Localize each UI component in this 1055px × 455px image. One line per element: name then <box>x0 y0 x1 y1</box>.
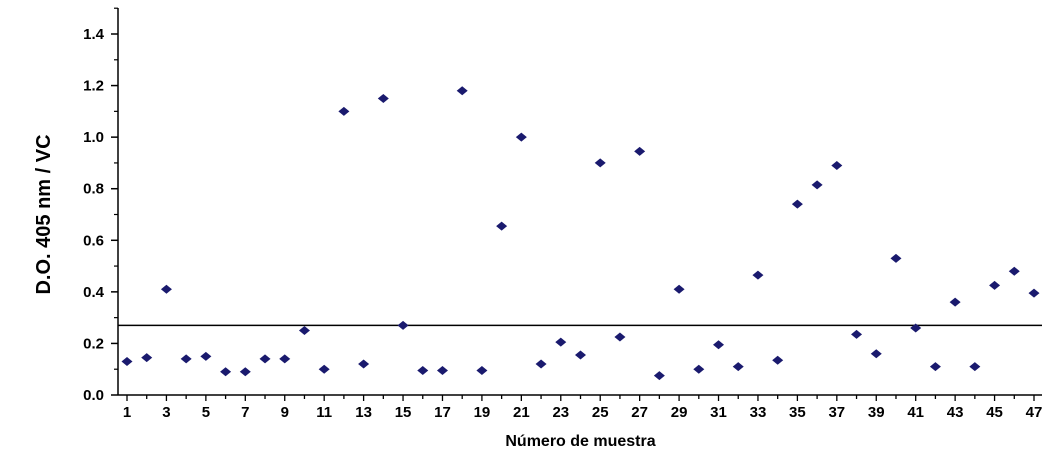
data-point <box>555 337 567 347</box>
x-tick-label: 3 <box>162 404 170 421</box>
x-tick-label: 35 <box>789 404 806 421</box>
x-axis-ticks: 1 3 5 7 9 11 13 15 17 19 21 23 25 27 29 31 33 35 37 39 41 43 4… <box>123 395 1043 421</box>
x-tick-label: 7 <box>241 404 249 421</box>
data-point <box>791 199 803 209</box>
data-point <box>279 354 291 364</box>
data-point <box>259 354 271 364</box>
x-tick-label: 43 <box>947 404 964 421</box>
data-point <box>515 132 527 142</box>
data-point <box>239 367 251 377</box>
x-tick-label: 39 <box>868 404 885 421</box>
x-tick-label: 47 <box>1026 404 1043 421</box>
y-axis-label: D.O. 405 nm / VC <box>33 134 55 294</box>
y-tick-label: 0.8 <box>83 181 104 198</box>
data-point <box>851 329 863 339</box>
x-tick-label: 33 <box>750 404 767 421</box>
y-tick-label: 1.0 <box>83 129 104 146</box>
data-point <box>969 362 981 372</box>
x-tick-label: 11 <box>316 404 332 421</box>
data-point <box>358 359 370 369</box>
x-axis-label: Número de muestra <box>505 433 655 450</box>
data-point <box>614 332 626 342</box>
x-tick-label: 37 <box>828 404 845 421</box>
data-point <box>377 93 389 103</box>
data-point <box>338 106 350 116</box>
data-point <box>811 180 823 190</box>
x-tick-label: 31 <box>710 404 727 421</box>
data-point <box>436 366 448 376</box>
data-point <box>673 284 685 294</box>
data-point <box>870 349 882 359</box>
x-tick-label: 19 <box>474 404 491 421</box>
data-point <box>397 320 409 330</box>
x-tick-label: 13 <box>355 404 372 421</box>
y-axis-ticks: 0.0 0.2 0.4 0.6 0.8 1.0 1.2 1.4 <box>83 7 118 404</box>
data-point <box>496 221 508 231</box>
data-point <box>890 253 902 263</box>
data-point <box>318 364 330 374</box>
x-tick-label: 15 <box>395 404 412 421</box>
y-tick-label: 0.4 <box>83 284 105 301</box>
y-tick-label: 0.2 <box>83 335 104 352</box>
x-tick-label: 9 <box>281 404 289 421</box>
x-tick-label: 45 <box>986 404 1003 421</box>
data-point <box>1028 288 1040 298</box>
y-tick-label: 1.2 <box>83 78 104 95</box>
data-point <box>910 323 922 333</box>
x-tick-label: 27 <box>631 404 648 421</box>
data-point <box>752 270 764 280</box>
data-point <box>417 366 429 376</box>
data-point <box>594 158 606 168</box>
x-tick-label: 1 <box>123 404 131 421</box>
data-point <box>929 362 941 372</box>
data-point <box>180 354 192 364</box>
x-tick-label: 17 <box>434 404 451 421</box>
data-point <box>220 367 232 377</box>
y-tick-label: 0.0 <box>83 387 104 404</box>
data-point <box>949 297 961 307</box>
x-tick-label: 23 <box>552 404 569 421</box>
data-point <box>732 362 744 372</box>
x-tick-label: 5 <box>202 404 210 421</box>
data-point <box>575 350 586 360</box>
data-point <box>160 284 172 294</box>
data-point <box>772 355 784 365</box>
data-point <box>121 356 133 366</box>
data-point <box>653 371 665 381</box>
data-point <box>1008 266 1020 276</box>
y-tick-label: 1.4 <box>83 26 105 43</box>
data-point <box>713 340 725 350</box>
y-tick-label: 0.6 <box>83 232 104 249</box>
data-points <box>121 86 1040 381</box>
x-tick-label: 21 <box>513 404 530 421</box>
data-point <box>476 366 488 376</box>
data-point <box>693 364 705 374</box>
x-tick-label: 25 <box>592 404 609 421</box>
data-point <box>831 161 843 171</box>
data-point <box>535 359 547 369</box>
x-tick-label: 29 <box>671 404 688 421</box>
x-tick-label: 41 <box>907 404 924 421</box>
data-point <box>141 353 153 363</box>
data-point <box>456 86 468 96</box>
data-point <box>634 146 646 156</box>
data-point <box>989 280 1001 290</box>
data-point <box>200 351 212 361</box>
data-point <box>298 326 310 336</box>
